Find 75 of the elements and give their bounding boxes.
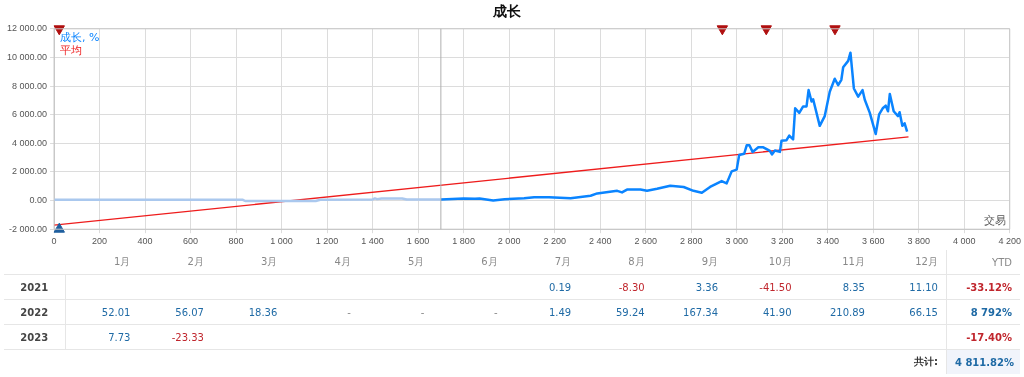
x-tick-label: 7月 <box>505 250 580 275</box>
chart-title: 成长 <box>492 3 522 20</box>
data-label: 66.15 <box>872 299 947 325</box>
x-tick-label: 2 600 <box>634 236 657 247</box>
text: 4 811.82% <box>946 349 1020 374</box>
x-tick-label: 1 000 <box>270 236 293 247</box>
x-tick-label: 3 200 <box>770 236 794 247</box>
data-label: 8 792% <box>946 299 1020 325</box>
data-label: -17.40% <box>946 324 1020 350</box>
x-tick-label: 4月 <box>285 250 359 275</box>
data-label: 52.01 <box>65 299 139 325</box>
text: 共计: <box>912 355 939 369</box>
x-tick-label: 10月 <box>726 250 800 275</box>
x-tick-label: 2 200 <box>543 236 566 247</box>
y-tick-label: 6 000.00 <box>11 109 48 120</box>
y-tick-label: -2 000.00 <box>9 223 48 234</box>
x-tick-label: 800 <box>228 236 244 247</box>
x-tick-label: 2 000 <box>497 236 521 247</box>
data-label: 0.19 <box>505 274 580 300</box>
x-tick-label: 12月 <box>872 250 947 275</box>
text: 平均 <box>60 44 83 58</box>
data-label: 18.36 <box>211 299 286 325</box>
x-tick-label: 4 200 <box>998 236 1021 247</box>
x-tick-label: 1 800 <box>452 236 475 247</box>
x-tick-label: 1月 <box>65 250 139 275</box>
data-label: 1.49 <box>505 299 580 325</box>
y-tick-label: 2 000.00 <box>11 166 48 177</box>
data-label: 56.07 <box>138 299 212 325</box>
x-tick-label: 6月 <box>432 250 506 275</box>
data-label: -33.12% <box>946 274 1020 300</box>
x-tick-label: 8月 <box>579 250 653 275</box>
y-tick-label: 4 000.00 <box>11 137 48 148</box>
data-label: 59.24 <box>579 299 653 325</box>
x-tick-label: 3 400 <box>816 236 839 247</box>
y-tick-label: 2022 <box>4 299 65 325</box>
text: - <box>347 306 351 318</box>
y-tick-label: 2023 <box>4 324 65 350</box>
text: 成长, % <box>60 31 100 45</box>
x-tick-label: 600 <box>183 236 199 247</box>
data-label: -23.33 <box>138 324 212 350</box>
x-tick-label: 0 <box>51 236 57 247</box>
x-tick-label: 200 <box>92 236 108 247</box>
data-label: 210.89 <box>799 299 873 325</box>
y-tick-label: 12 000.00 <box>6 23 48 34</box>
y-tick-label: 10 000.00 <box>6 51 48 62</box>
x-tick-label: 11月 <box>799 250 873 275</box>
x-tick-label: 1 600 <box>406 236 430 247</box>
y-tick-label: 2021 <box>4 274 65 300</box>
data-label: 8.35 <box>799 274 873 300</box>
x-tick-label: YTD <box>946 250 1020 275</box>
data-label: -41.50 <box>726 274 800 300</box>
x-axis-title: 交易 <box>983 213 1006 227</box>
x-tick-label: 3 600 <box>861 236 885 247</box>
x-tick-label: 3月 <box>211 250 286 275</box>
y-tick-label: 8 000.00 <box>11 80 48 91</box>
x-tick-label: 2 400 <box>588 236 612 247</box>
data-label: 167.34 <box>652 299 727 325</box>
data-label: 11.10 <box>872 274 947 300</box>
x-tick-label: 3 800 <box>907 236 930 247</box>
x-tick-label: 2月 <box>138 250 212 275</box>
y-tick-label: 0.00 <box>29 195 48 206</box>
data-label: 3.36 <box>652 274 727 300</box>
x-tick-label: 5月 <box>358 250 433 275</box>
data-label: 41.90 <box>726 299 800 325</box>
x-tick-label: 400 <box>137 236 153 247</box>
x-tick-label: 4 000 <box>952 236 976 247</box>
x-tick-label: 1 400 <box>361 236 384 247</box>
text: - <box>420 306 425 318</box>
data-label: -8.30 <box>579 274 653 300</box>
text: - <box>494 306 498 318</box>
x-tick-label: 3 000 <box>725 236 748 247</box>
x-tick-label: 9月 <box>652 250 727 275</box>
x-tick-label: 1 200 <box>315 236 339 247</box>
x-tick-label: 2 800 <box>679 236 703 247</box>
data-label: 7.73 <box>65 324 139 350</box>
